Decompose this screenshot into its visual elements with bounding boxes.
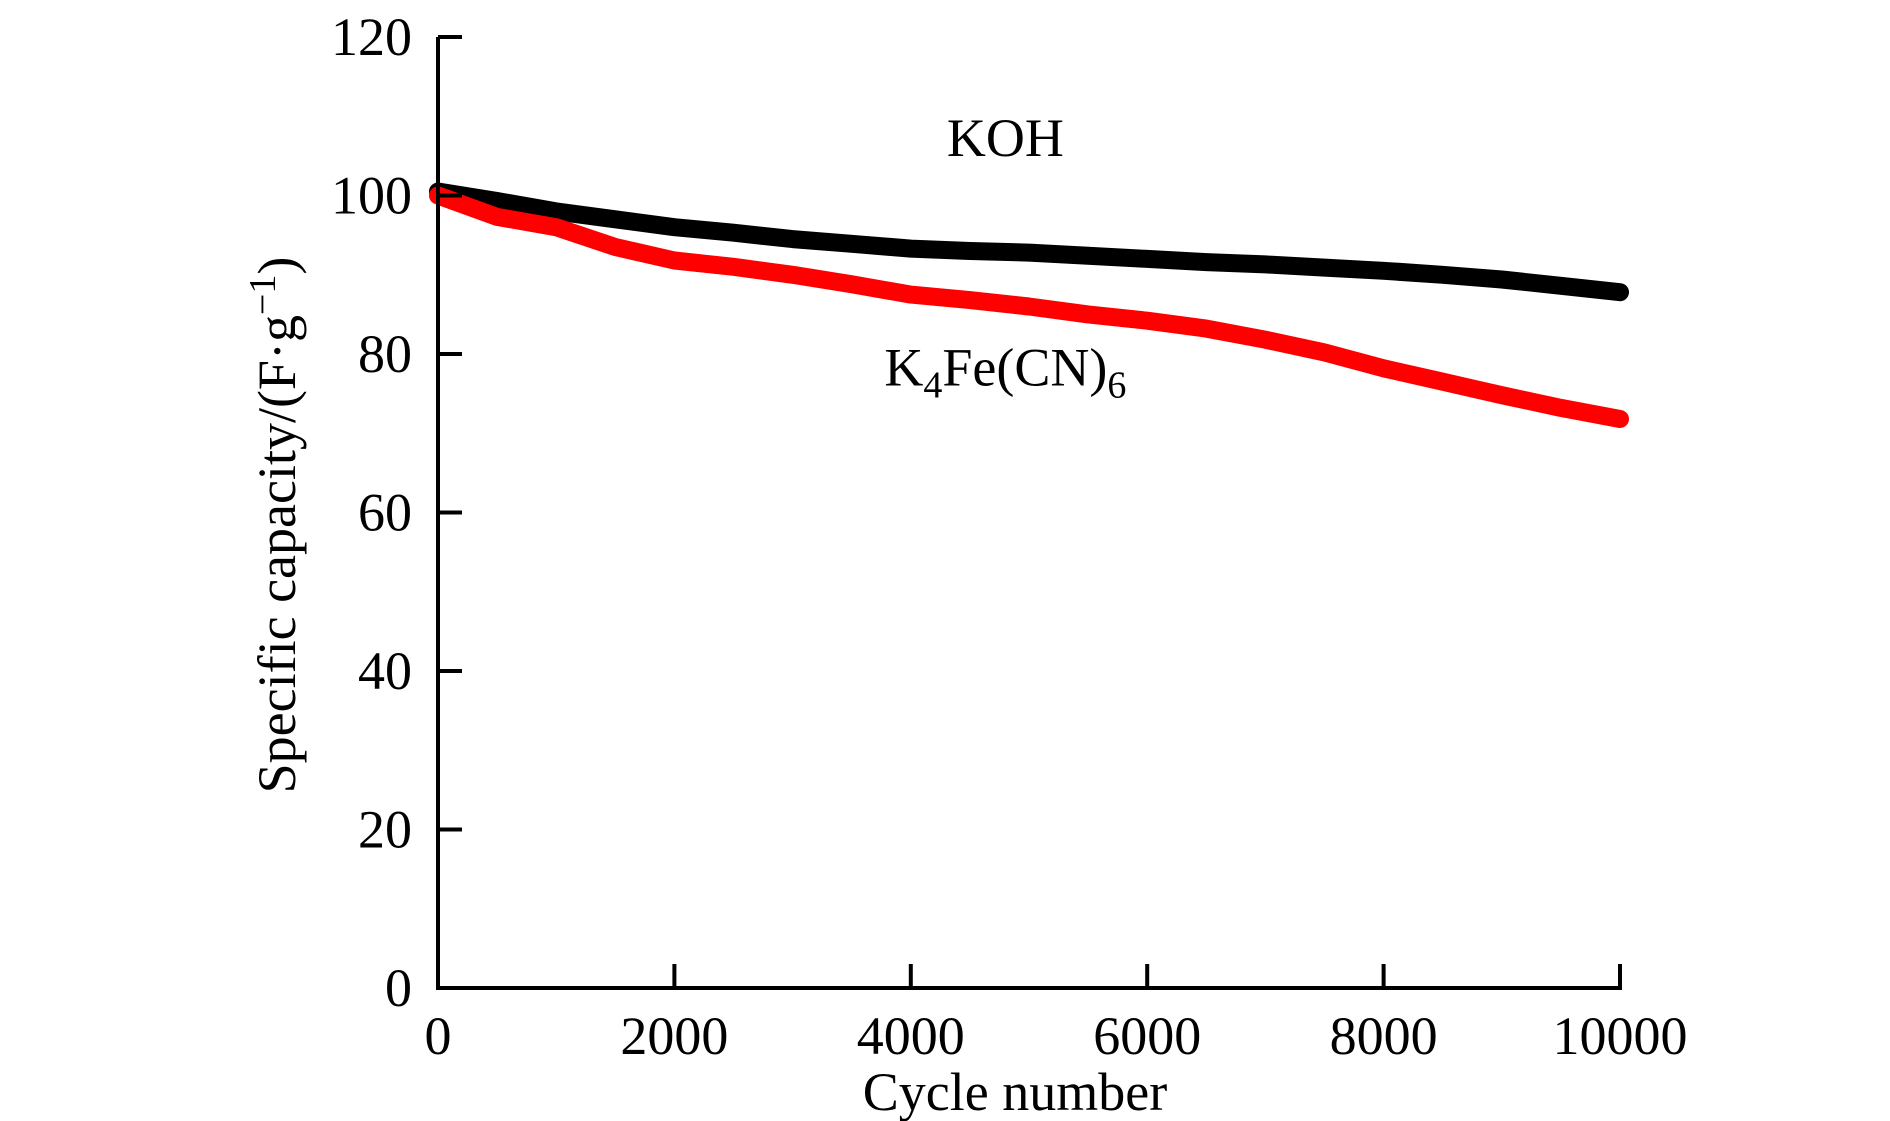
data-point-k4fecn6-11 [1081, 307, 1096, 322]
data-point-k4fecn6-6 [785, 267, 800, 282]
labels: 0 20 40 60 80 100 120 0 2000 4000 6000 8000 10000 [331, 7, 1688, 1066]
x-tick-label-0: 0 [425, 1006, 452, 1066]
data-point-k4fecn6-4 [667, 253, 682, 268]
x-tick-label-4000: 4000 [857, 1006, 965, 1066]
series-label-k4fecn6-sub4: 4 [923, 365, 942, 407]
series-label-k4fecn6: K4Fe(CN)6 [884, 338, 1126, 407]
data-point-k4fecn6-15 [1317, 345, 1332, 360]
y-tick-label-120: 120 [331, 7, 412, 67]
data-point-koh-11 [1081, 248, 1096, 263]
data-point-koh-17 [1435, 267, 1450, 282]
x-tick-label-10000: 10000 [1553, 1006, 1688, 1066]
data-point-koh-9 [962, 244, 977, 258]
y-tick-label-100: 100 [331, 166, 412, 226]
y-tick-label-60: 60 [358, 483, 412, 543]
data-point-k4fecn6-10 [1022, 299, 1036, 314]
data-point-koh-8 [903, 241, 918, 256]
data-point-k4fecn6-3 [608, 240, 623, 254]
axes [436, 37, 1622, 990]
data-point-koh-12 [1140, 251, 1155, 266]
data-point-k4fecn6-8 [903, 287, 918, 302]
x-axis-title: Cycle number [863, 1062, 1167, 1121]
data-point-k4fecn6-18 [1494, 388, 1509, 403]
data-point-k4fecn6-7 [844, 277, 859, 292]
data-point-k4fecn6-13 [1199, 321, 1214, 336]
data-point-k4fecn6-12 [1140, 313, 1155, 328]
data-point-koh-2 [549, 204, 564, 219]
y-axis-title: Specific capacity/(F·g−1) [242, 257, 307, 794]
plot-lines [429, 182, 1629, 428]
data-point-k4fecn6-20 [1613, 412, 1627, 426]
data-point-k4fecn6-5 [726, 259, 741, 274]
data-point-k4fecn6-14 [1258, 332, 1273, 347]
y-axis-title-main: Specific capacity/(F·g [247, 315, 307, 793]
ticks [436, 35, 1622, 990]
data-point-k4fecn6-19 [1553, 400, 1568, 415]
data-point-koh-7 [844, 236, 859, 251]
data-point-koh-18 [1494, 272, 1509, 287]
series-label-k4fecn6-k: K [884, 338, 923, 398]
data-point-koh-20 [1613, 285, 1627, 300]
data-point-koh-4 [667, 220, 682, 235]
data-point-k4fecn6-16 [1376, 361, 1391, 376]
y-tick-label-40: 40 [358, 641, 412, 701]
x-tick-label-2000: 2000 [620, 1006, 728, 1066]
data-point-koh-16 [1376, 263, 1391, 278]
y-axis-title-superscript: −1 [242, 275, 284, 315]
data-point-k4fecn6-17 [1435, 374, 1450, 389]
data-point-koh-14 [1258, 257, 1273, 272]
data-point-koh-13 [1199, 255, 1214, 270]
y-tick-label-20: 20 [358, 800, 412, 860]
data-point-koh-6 [785, 232, 800, 247]
data-point-koh-15 [1317, 260, 1332, 275]
y-tick-label-0: 0 [385, 958, 412, 1018]
data-point-k4fecn6-2 [549, 220, 564, 235]
data-point-koh-3 [608, 212, 623, 227]
data-point-koh-5 [726, 225, 741, 240]
y-axis-title-close: ) [247, 257, 307, 275]
x-tick-label-8000: 8000 [1330, 1006, 1438, 1066]
series-label-k4fecn6-sub6: 6 [1107, 365, 1126, 407]
y-tick-label-80: 80 [358, 324, 412, 384]
data-point-k4fecn6-1 [490, 209, 505, 224]
data-point-koh-10 [1022, 245, 1036, 260]
series-label-koh: KOH [947, 108, 1064, 168]
series-label-k4fecn6-mid: Fe(CN) [942, 338, 1107, 398]
data-point-k4fecn6-9 [962, 293, 977, 308]
data-point-koh-1 [490, 194, 505, 208]
data-point-koh-19 [1553, 278, 1568, 293]
x-tick-label-6000: 6000 [1093, 1006, 1201, 1066]
